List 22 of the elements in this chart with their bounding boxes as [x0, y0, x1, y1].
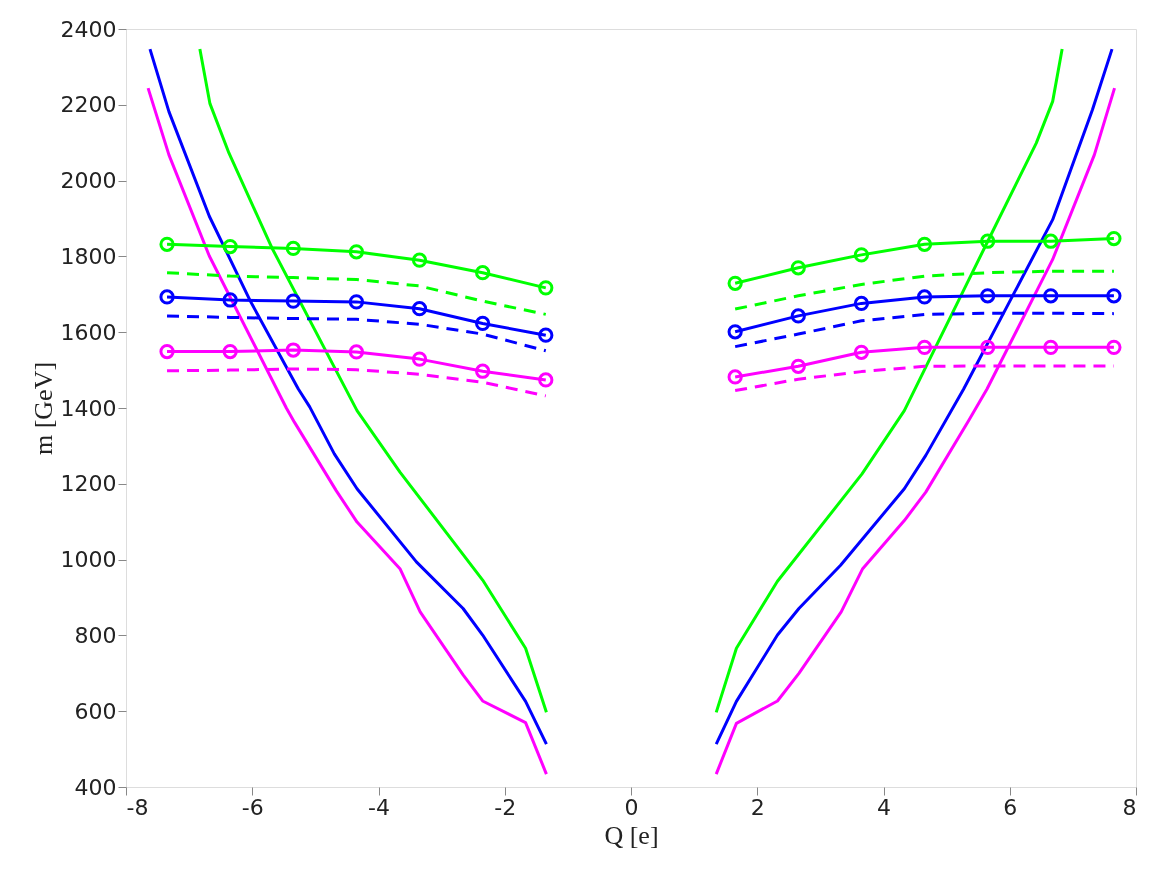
x-tick-label: 2: [750, 794, 765, 820]
y-tick-label: 2200: [60, 92, 117, 118]
y-axis-title: m [GeV]: [28, 361, 58, 456]
x-tick-label: 8: [1122, 794, 1137, 820]
x-tick-label: -8: [126, 794, 149, 820]
y-tick-label: 800: [74, 622, 117, 648]
y-tick-label: 1400: [60, 395, 117, 421]
x-tick-label: -4: [368, 794, 390, 820]
y-tick-label: 1800: [60, 243, 117, 269]
y-tick-label: 1600: [60, 319, 117, 345]
x-tick-label: 6: [1003, 794, 1018, 820]
x-tick-label: 0: [624, 794, 639, 820]
x-tick-label: -6: [241, 794, 264, 820]
y-tick-label: 2000: [60, 168, 117, 194]
y-tick-label: 400: [74, 774, 117, 800]
y-tick-label: 600: [74, 698, 117, 724]
x-tick-label: -2: [494, 794, 517, 820]
x-axis-title: Q [e]: [604, 820, 659, 850]
y-tick-label: 2400: [60, 16, 117, 42]
x-tick-label: 4: [877, 794, 891, 820]
y-tick-label: 1000: [60, 547, 117, 573]
y-tick-label: 1200: [60, 471, 117, 497]
